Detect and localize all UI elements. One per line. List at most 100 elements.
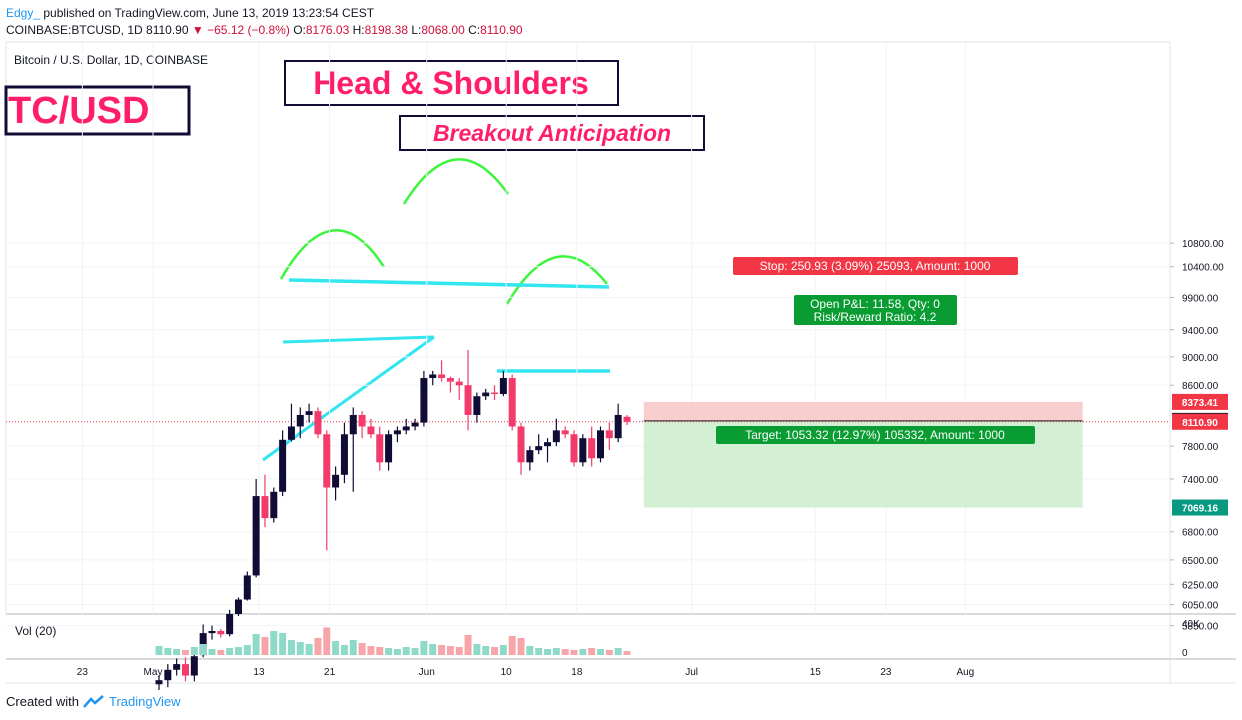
close-value: 8110.90 xyxy=(480,23,523,37)
bear-candle xyxy=(358,411,366,439)
volume-bar xyxy=(393,649,401,655)
price-change: −65.12 (−0.8%) xyxy=(207,23,290,37)
down-arrow-icon: ▼ xyxy=(191,23,204,37)
time-tick-label: 13 xyxy=(253,667,265,678)
symbol-big-label: TC/USD xyxy=(8,90,149,132)
price-tick-label: 5850.00 xyxy=(1182,622,1219,633)
candle-body xyxy=(570,434,578,463)
candle-body xyxy=(535,446,543,451)
bull-candle xyxy=(482,388,490,400)
bear-candle xyxy=(376,426,384,471)
volume-bar xyxy=(155,646,163,655)
target-label: Target: 1053.32 (12.97%) 105332, Amount:… xyxy=(745,428,1005,442)
pattern-title-box xyxy=(284,60,619,106)
volume-bar xyxy=(358,643,366,655)
candle-body xyxy=(499,378,507,395)
bull-candle xyxy=(499,370,507,397)
candle-body xyxy=(588,438,596,459)
candle-body xyxy=(420,378,428,423)
bull-candle xyxy=(402,418,410,435)
symbol-box xyxy=(4,85,191,136)
volume-bar xyxy=(517,638,525,655)
candle-body xyxy=(323,434,331,488)
time-tick-label: Aug xyxy=(956,667,974,678)
bear-candle xyxy=(464,349,472,431)
volume-bar xyxy=(597,649,604,655)
bull-candle xyxy=(287,403,295,442)
bull-candle xyxy=(535,434,543,455)
bear-candle xyxy=(438,360,446,382)
open-value: 8176.03 xyxy=(305,23,350,37)
volume-bar xyxy=(367,646,375,655)
volume-bar xyxy=(623,651,631,655)
last-price: 8110.90 xyxy=(146,23,189,37)
candle-body xyxy=(438,374,446,379)
publish-info: published on TradingView.com, June 13, 2… xyxy=(43,6,375,20)
volume-bar xyxy=(323,627,331,655)
volume-bar xyxy=(402,647,410,655)
bull-candle xyxy=(208,625,216,640)
bear-candle xyxy=(570,430,578,467)
bear-candle xyxy=(323,430,331,551)
candle-body xyxy=(579,438,587,463)
candle-body xyxy=(314,411,322,435)
bull-candle xyxy=(385,430,393,471)
footer: Created with TradingView xyxy=(6,694,181,709)
volume-bar xyxy=(376,647,384,655)
volume-tick-zero: 0 xyxy=(1182,648,1188,659)
candle-body xyxy=(155,680,163,685)
candle-body xyxy=(544,442,552,447)
volume-bar xyxy=(411,648,419,655)
price-tick-label: 10800.00 xyxy=(1182,239,1224,250)
volume-bar xyxy=(579,649,587,655)
bull-candle xyxy=(296,407,304,439)
volume-bar xyxy=(332,641,340,655)
volume-bar xyxy=(243,645,251,655)
bull-candle xyxy=(340,422,348,484)
volume-bar xyxy=(164,648,172,655)
bear-candle xyxy=(561,426,569,439)
volume-bar xyxy=(208,649,216,655)
volume-bar xyxy=(464,635,472,655)
candle-body xyxy=(305,411,313,415)
bull-candle xyxy=(190,650,198,682)
candle-body xyxy=(473,396,481,415)
volume-bar xyxy=(279,633,287,655)
candle-body xyxy=(446,378,454,382)
candle-body xyxy=(402,426,410,431)
right-shoulder-arc xyxy=(505,255,608,305)
candle-body xyxy=(332,474,340,488)
price-tick-label: 9000.00 xyxy=(1182,353,1219,364)
time-tick-label: 21 xyxy=(324,667,336,678)
candle-body xyxy=(164,669,172,681)
bull-candle xyxy=(393,426,401,443)
tradingview-brand[interactable]: TradingView xyxy=(108,694,181,709)
candle-body xyxy=(552,430,560,443)
pattern-subtitle: Breakout Anticipation xyxy=(433,120,671,146)
candle-body xyxy=(464,385,472,415)
candle-body xyxy=(597,430,604,459)
bull-candle xyxy=(252,478,260,578)
bull-candle xyxy=(270,487,278,523)
tradingview-logo-icon xyxy=(83,694,104,708)
candle-body xyxy=(287,426,295,440)
candle-body xyxy=(252,496,260,576)
pattern-title: Head & Shoulders xyxy=(313,65,589,101)
volume-bar xyxy=(605,650,613,655)
candle-body xyxy=(279,439,287,492)
volume-bar xyxy=(270,631,278,655)
volume-bar xyxy=(588,648,596,655)
price-marker-label: 8110.90 xyxy=(1182,418,1218,429)
pnl-label: Open P&L: 11.58, Qty: 0 xyxy=(810,297,940,311)
bull-candle xyxy=(429,370,437,386)
volume-bar xyxy=(570,650,578,655)
volume-label: Vol (20) xyxy=(15,624,56,638)
price-tick-label: 6050.00 xyxy=(1182,601,1219,612)
candle-body xyxy=(208,630,216,634)
author-link[interactable]: Edgy_ xyxy=(6,6,41,20)
triangle-top-line xyxy=(282,335,435,344)
chart-canvas[interactable]: Bitcoin / U.S. Dollar, 1D, COINBASE Vol … xyxy=(0,0,1242,690)
open-label: O: xyxy=(293,23,306,37)
bull-candle xyxy=(526,446,534,471)
candle-body xyxy=(605,430,613,439)
